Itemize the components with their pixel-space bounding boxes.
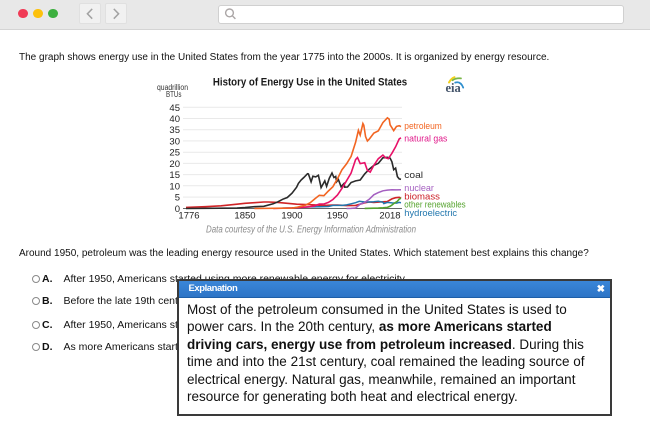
- svg-text:25: 25: [169, 148, 180, 159]
- svg-text:35: 35: [169, 125, 180, 136]
- svg-text:hydroelectric: hydroelectric: [404, 208, 457, 219]
- svg-text:quadrillion: quadrillion: [157, 83, 188, 92]
- svg-text:1776: 1776: [178, 211, 199, 222]
- svg-text:1850: 1850: [234, 211, 255, 222]
- svg-text:petroleum: petroleum: [404, 121, 442, 132]
- svg-text:History of Energy Use in the U: History of Energy Use in the United Stat…: [213, 77, 407, 89]
- svg-text:biomass: biomass: [404, 192, 440, 203]
- svg-text:eia: eia: [446, 81, 462, 95]
- svg-text:natural gas: natural gas: [404, 134, 447, 145]
- svg-text:5: 5: [175, 193, 180, 204]
- svg-text:1900: 1900: [281, 211, 302, 222]
- svg-text:15: 15: [169, 170, 180, 181]
- svg-text:BTUs: BTUs: [166, 90, 182, 99]
- svg-text:coal: coal: [404, 170, 423, 181]
- svg-text:nuclear: nuclear: [404, 183, 434, 194]
- svg-text:30: 30: [169, 136, 180, 147]
- svg-text:1950: 1950: [327, 211, 348, 222]
- svg-text:0: 0: [175, 204, 180, 215]
- svg-text:45: 45: [169, 103, 180, 114]
- svg-text:other renewables: other renewables: [404, 200, 466, 211]
- svg-text:Data courtesy of the U.S. Ener: Data courtesy of the U.S. Energy Informa…: [206, 225, 416, 236]
- svg-text:20: 20: [169, 159, 180, 170]
- svg-text:40: 40: [169, 114, 180, 125]
- svg-text:2018: 2018: [379, 211, 400, 222]
- svg-text:10: 10: [169, 181, 180, 192]
